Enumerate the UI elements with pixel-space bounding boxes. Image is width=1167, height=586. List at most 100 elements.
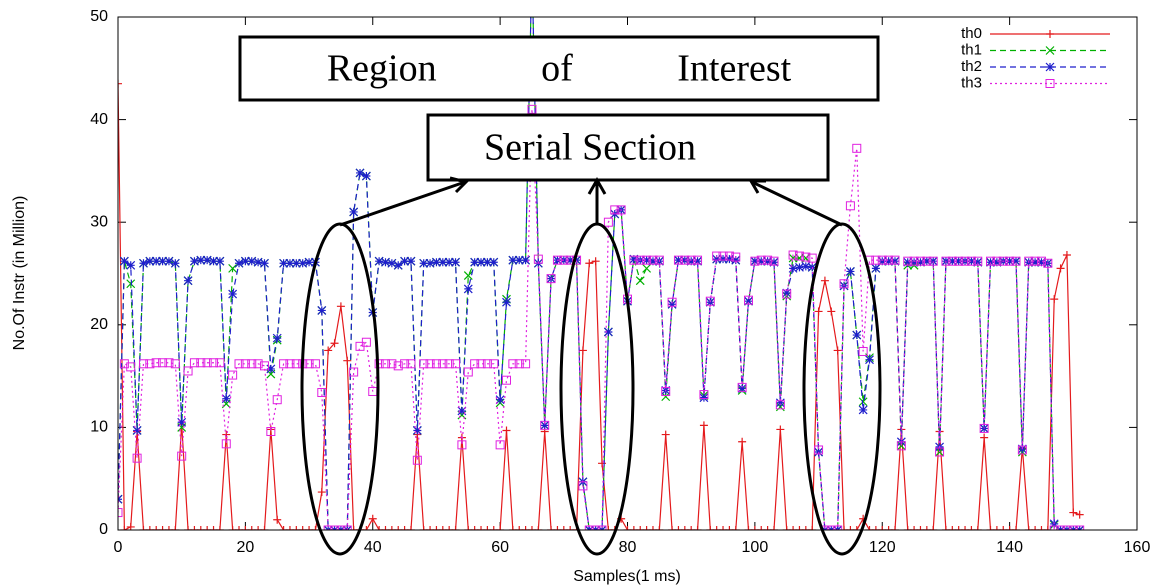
marker [152, 526, 161, 530]
marker [909, 257, 919, 267]
marker [954, 526, 963, 530]
marker [527, 104, 537, 114]
marker [877, 256, 887, 266]
marker [890, 255, 900, 265]
marker [966, 256, 976, 266]
marker [789, 526, 798, 530]
marker [291, 258, 301, 268]
marker [566, 526, 575, 530]
marker [457, 406, 467, 416]
marker [629, 254, 639, 264]
marker [928, 256, 938, 266]
marker [910, 526, 919, 530]
marker [687, 526, 696, 530]
marker [712, 526, 721, 530]
marker [202, 255, 212, 265]
marker [935, 447, 945, 457]
marker [400, 359, 410, 369]
marker [826, 525, 836, 530]
marker [878, 526, 887, 530]
marker [610, 526, 619, 530]
marker [801, 526, 810, 530]
y-tick-label: 10 [90, 419, 108, 436]
marker [788, 250, 798, 260]
y-axis-label: No.Of Instr (in Million) [11, 196, 28, 351]
marker [833, 346, 842, 355]
marker [1056, 264, 1065, 273]
marker [317, 306, 327, 315]
marker [884, 256, 894, 266]
arrow [339, 176, 469, 227]
marker [285, 258, 295, 268]
marker [151, 358, 161, 368]
marker [585, 259, 594, 268]
marker [209, 358, 219, 368]
marker [719, 526, 728, 530]
plot-frame [117, 16, 1138, 531]
marker [858, 397, 868, 407]
marker [705, 296, 715, 306]
marker [865, 526, 874, 530]
marker [1030, 256, 1040, 266]
marker [285, 526, 294, 530]
marker [304, 359, 314, 369]
marker [775, 402, 785, 412]
marker [502, 426, 511, 435]
marker [489, 359, 499, 369]
marker [298, 258, 308, 268]
marker [368, 514, 377, 523]
arrow [587, 176, 607, 224]
marker [667, 299, 677, 309]
ellipse [559, 222, 635, 556]
marker [693, 256, 702, 266]
marker [775, 398, 785, 408]
marker [680, 255, 690, 265]
marker [629, 255, 639, 265]
marker [840, 526, 849, 530]
marker [731, 255, 741, 265]
marker [521, 526, 530, 530]
marker [604, 526, 613, 530]
marker [253, 359, 263, 369]
marker [1045, 79, 1055, 88]
marker [151, 256, 161, 266]
marker [171, 526, 180, 530]
marker [845, 201, 855, 211]
marker [1037, 526, 1046, 530]
marker [118, 79, 122, 88]
marker [1037, 257, 1046, 267]
marker [699, 421, 708, 430]
marker [241, 526, 250, 530]
marker [884, 526, 893, 530]
y-tick-label: 30 [90, 213, 108, 230]
marker [132, 453, 142, 463]
marker [725, 526, 734, 530]
marker [470, 257, 480, 267]
marker [1005, 256, 1015, 266]
marker [387, 359, 397, 369]
marker [858, 346, 868, 356]
marker [489, 526, 498, 530]
marker [890, 256, 900, 266]
marker [266, 364, 276, 374]
marker [221, 439, 231, 449]
marker [578, 481, 588, 491]
marker [986, 256, 996, 266]
x-tick-label: 60 [491, 539, 509, 556]
marker [1005, 256, 1015, 266]
marker [1075, 525, 1085, 530]
marker [763, 526, 772, 530]
marker [724, 251, 734, 261]
marker [145, 256, 155, 266]
marker [986, 257, 995, 267]
marker [1069, 508, 1078, 517]
marker [896, 441, 906, 451]
marker [998, 256, 1008, 266]
marker [724, 254, 734, 264]
marker [795, 262, 804, 272]
marker [699, 393, 709, 403]
marker [795, 526, 804, 530]
marker [635, 255, 645, 265]
marker [636, 526, 645, 530]
